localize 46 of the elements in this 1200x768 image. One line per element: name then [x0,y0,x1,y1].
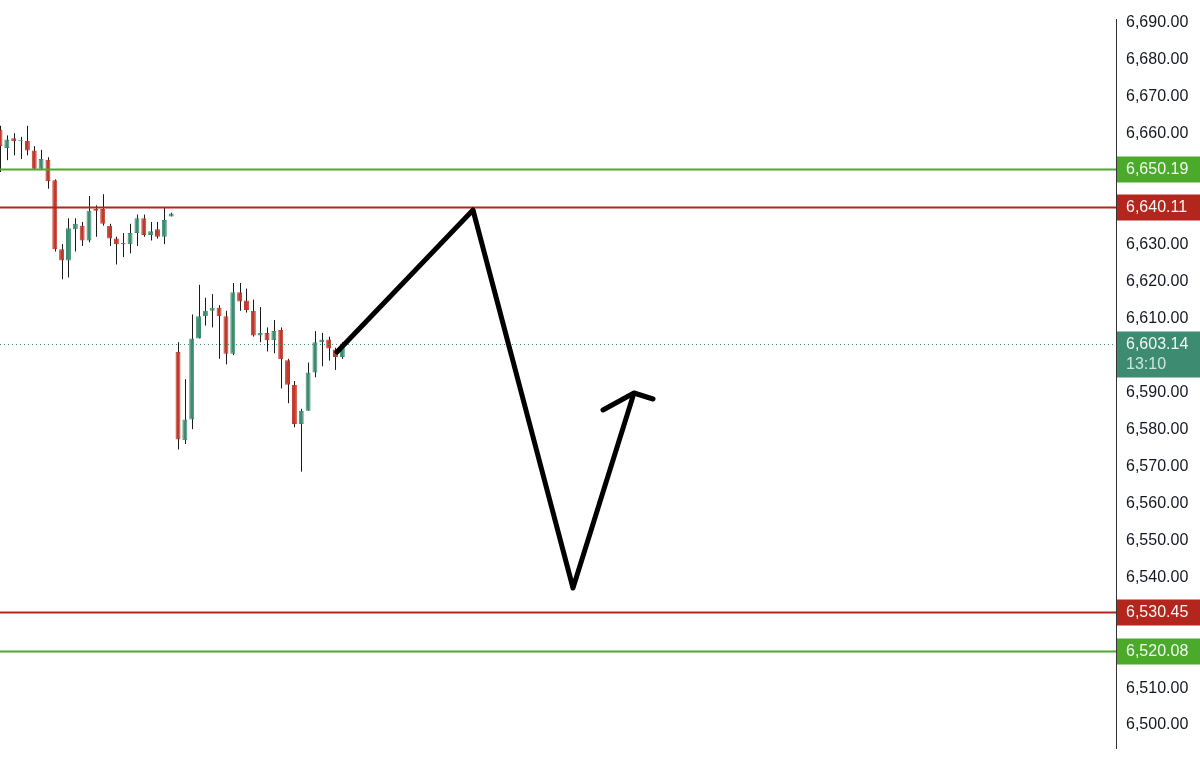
candlestick [4,134,10,161]
candlestick [59,243,65,280]
candlestick [285,358,291,404]
candlestick [24,125,30,156]
ref-line-label: 6,640.11 [1126,197,1188,215]
candlestick [113,236,119,266]
y-tick-label: 6,550.00 [1126,530,1189,548]
candlestick [107,223,113,247]
y-tick-label: 6,500.00 [1126,715,1189,733]
ref-line-label: 6,603.14 13:10 [1126,334,1189,372]
candlestick [100,193,106,227]
y-tick-label: 6,560.00 [1126,493,1189,511]
candlestick [196,284,202,339]
candlestick [141,214,147,238]
candlestick [216,304,222,360]
candlestick [72,217,78,253]
candlestick [31,145,37,171]
y-tick-label: 6,690.00 [1126,12,1189,30]
candlestick [250,299,256,338]
candlestick [11,132,17,156]
y-tick-label: 6,630.00 [1126,234,1189,252]
y-tick-label: 6,610.00 [1126,308,1189,326]
y-tick-label: 6,590.00 [1126,382,1189,400]
y-tick-label: 6,670.00 [1126,86,1189,104]
y-tick-label: 6,510.00 [1126,678,1189,696]
candlestick [79,221,85,247]
candlestick [134,214,140,247]
candlestick [244,288,249,314]
candlestick [237,282,243,312]
candlestick [257,306,263,343]
y-tick-label: 6,540.00 [1126,567,1189,585]
ref-line-label: 6,650.19 [1126,159,1189,177]
y-tick-label: 6,660.00 [1126,123,1189,141]
y-tick-label: 6,580.00 [1126,419,1189,437]
ref-line-label: 6,520.08 [1126,641,1189,659]
y-tick-label: 6,570.00 [1126,456,1189,474]
candlestick [127,223,133,254]
y-tick-label: 6,680.00 [1126,49,1189,67]
candlestick [202,297,208,327]
candlestick [148,221,154,241]
candlestick [161,206,167,245]
candlestick [298,408,304,473]
ref-line-label: 6,530.45 [1126,602,1189,620]
candlestick [182,378,188,445]
y-tick-label: 6,620.00 [1126,271,1189,289]
candlestick [209,293,215,328]
